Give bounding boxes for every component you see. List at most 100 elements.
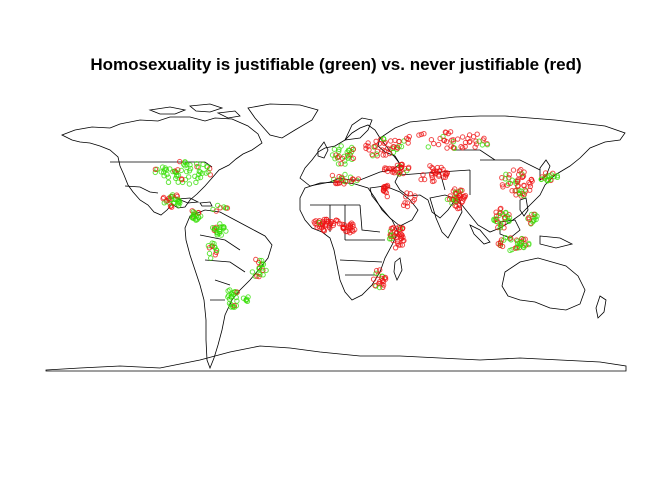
survey-point-southeast-asia — [493, 209, 499, 215]
survey-point-china — [499, 175, 505, 181]
survey-point-india-pakistan — [452, 203, 458, 209]
survey-point-caribbean — [210, 206, 216, 213]
survey-point-usa — [197, 169, 204, 175]
survey-point-argentina-chile — [233, 294, 239, 301]
country-borders — [45, 103, 627, 372]
survey-point-usa — [203, 170, 209, 176]
survey-point-china — [510, 167, 517, 173]
survey-point-malaysia-indonesia — [498, 237, 505, 243]
survey-point-western-europe — [350, 155, 357, 162]
survey-point-usa — [186, 181, 193, 187]
survey-point-korea-japan — [548, 177, 554, 184]
survey-point-arabia — [404, 190, 410, 196]
survey-point-russia — [447, 129, 454, 135]
survey-point-china — [515, 183, 521, 190]
survey-point-colombia-venezuela — [220, 224, 227, 230]
survey-point-russia — [459, 134, 466, 140]
survey-point-turkey-caucasus — [398, 162, 404, 168]
survey-point-turkey-caucasus — [390, 166, 396, 172]
survey-point-peru-ecuador — [205, 243, 212, 249]
survey-point-mexico — [167, 203, 174, 210]
survey-point-china — [500, 184, 506, 190]
survey-point-north-africa — [350, 176, 356, 183]
plot-title: Homosexuality is justifiable (green) vs.… — [90, 55, 582, 74]
survey-point-eastern-europe — [372, 143, 379, 150]
survey-point-southern-africa — [373, 270, 379, 276]
survey-point-caribbean — [221, 204, 227, 210]
survey-point-russia — [444, 145, 450, 151]
survey-point-western-europe — [329, 152, 336, 158]
survey-point-southeast-asia — [501, 214, 508, 221]
new-guinea-outline — [539, 235, 574, 249]
survey-point-philippines — [529, 211, 535, 218]
survey-point-usa — [186, 174, 192, 180]
survey-point-china — [499, 182, 506, 188]
survey-point-mexico — [174, 192, 180, 198]
survey-point-north-africa — [329, 172, 336, 179]
survey-point-russia — [442, 129, 449, 135]
survey-point-russia — [450, 139, 457, 145]
survey-point-north-africa — [348, 178, 355, 184]
survey-point-brazil — [263, 267, 269, 274]
survey-point-east-africa — [400, 238, 406, 244]
survey-point-east-africa — [388, 225, 395, 232]
survey-point-china — [502, 176, 508, 182]
survey-point-iran-central-asia — [421, 176, 428, 183]
survey-point-china — [509, 188, 515, 194]
arctic-islands — [148, 103, 241, 119]
survey-point-malaysia-indonesia — [519, 235, 525, 242]
survey-point-usa — [193, 179, 199, 186]
survey-point-india-pakistan — [447, 193, 453, 199]
south-america-borders — [199, 234, 246, 301]
survey-point-india-pakistan — [459, 199, 465, 206]
survey-point-usa — [192, 173, 198, 180]
survey-point-nigeria-cameroon — [350, 223, 356, 230]
survey-point-southeast-asia — [506, 218, 512, 225]
survey-point-iran-central-asia — [434, 168, 440, 174]
survey-point-southeast-asia — [497, 206, 503, 212]
survey-point-russia — [428, 137, 435, 143]
survey-point-korea-japan — [550, 170, 556, 177]
survey-point-arabia — [410, 198, 416, 205]
hispaniola-outline — [199, 201, 213, 207]
survey-point-west-africa — [333, 217, 340, 223]
survey-point-egypt — [380, 188, 387, 194]
survey-point-russia — [455, 136, 461, 142]
survey-point-iran-central-asia — [438, 164, 444, 171]
survey-point-southeast-asia — [493, 213, 500, 219]
survey-point-usa — [179, 177, 185, 183]
survey-point-usa — [177, 158, 183, 165]
survey-point-peru-ecuador — [214, 247, 220, 254]
philippines-outline — [519, 197, 529, 217]
survey-point-russia — [401, 138, 407, 144]
survey-point-western-europe — [335, 161, 342, 167]
survey-point-korea-japan — [538, 176, 545, 182]
survey-point-iran-central-asia — [427, 163, 433, 169]
survey-point-mexico — [161, 194, 167, 201]
survey-point-turkey-caucasus — [386, 165, 393, 172]
survey-point-southern-africa — [376, 284, 383, 291]
survey-point-india-pakistan — [459, 198, 466, 205]
survey-point-malaysia-indonesia — [520, 244, 526, 250]
survey-point-russia — [473, 138, 479, 144]
survey-point-nigeria-cameroon — [341, 222, 347, 228]
asia-outline — [379, 115, 626, 233]
survey-point-iran-central-asia — [429, 172, 435, 179]
south-america-outline — [184, 209, 273, 370]
survey-point-korea-japan — [544, 178, 551, 184]
survey-point-brazil — [256, 259, 262, 266]
survey-point-china — [528, 176, 535, 183]
survey-point-usa — [174, 172, 180, 178]
survey-point-western-europe — [336, 153, 342, 160]
survey-point-argentina-chile — [228, 293, 234, 300]
survey-point-philippines — [526, 216, 532, 222]
survey-point-malaysia-indonesia — [502, 235, 509, 241]
survey-point-brazil — [259, 261, 265, 267]
survey-point-india-pakistan — [455, 196, 461, 202]
survey-point-egypt — [384, 193, 390, 200]
survey-point-usa — [195, 164, 202, 170]
survey-point-iran-central-asia — [420, 172, 426, 178]
survey-point-russia — [441, 137, 448, 144]
survey-point-southeast-asia — [493, 218, 499, 225]
survey-point-turkey-caucasus — [389, 169, 396, 175]
